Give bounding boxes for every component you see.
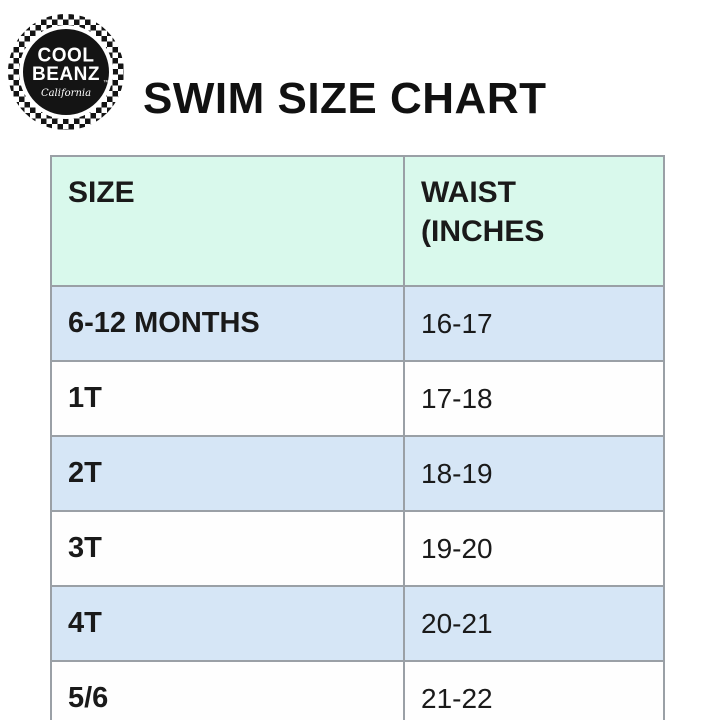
logo-brand-line2-wrap: BEANZ ™ (32, 63, 109, 86)
size-cell: 4T (50, 585, 405, 662)
size-table-body: 6-12 MONTHS 16-17 1T 17-18 2T 18-19 3T 1… (50, 285, 665, 720)
cool-beanz-logo-inner-circle: COOL BEANZ ™ California (19, 25, 113, 119)
waist-cell: 21-22 (403, 660, 665, 720)
swim-size-table: SIZE WAIST (INCHES 6-12 MONTHS 16-17 1T … (50, 155, 665, 720)
size-cell: 5/6 (50, 660, 405, 720)
table-row: 1T 17-18 (50, 360, 665, 437)
logo-region-script: California (40, 87, 92, 99)
waist-cell: 17-18 (403, 360, 665, 437)
size-cell: 3T (50, 510, 405, 587)
waist-cell: 19-20 (403, 510, 665, 587)
size-cell: 2T (50, 435, 405, 512)
table-row: 5/6 21-22 (50, 660, 665, 720)
column-header-size: SIZE (50, 155, 405, 287)
trademark-symbol: ™ (102, 79, 109, 86)
table-row: 2T 18-19 (50, 435, 665, 512)
size-cell: 6-12 MONTHS (50, 285, 405, 362)
page-title: SWIM SIZE CHART (143, 74, 547, 123)
cool-beanz-logo: COOL BEANZ ™ California (8, 14, 124, 130)
header-row: SIZE WAIST (INCHES (50, 155, 665, 287)
table-row: 3T 19-20 (50, 510, 665, 587)
size-table-header: SIZE WAIST (INCHES (50, 155, 665, 287)
size-cell: 1T (50, 360, 405, 437)
table-row: 6-12 MONTHS 16-17 (50, 285, 665, 362)
column-header-waist: WAIST (INCHES (403, 155, 665, 287)
logo-brand-line1: COOL (37, 43, 95, 67)
table-row: 4T 20-21 (50, 585, 665, 662)
waist-cell: 20-21 (403, 585, 665, 662)
waist-cell: 16-17 (403, 285, 665, 362)
logo-brand-line2: BEANZ (32, 63, 100, 85)
waist-cell: 18-19 (403, 435, 665, 512)
